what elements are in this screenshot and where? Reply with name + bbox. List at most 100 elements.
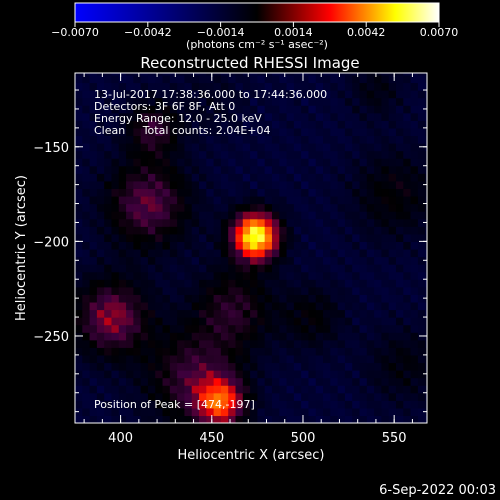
heatmap-cell bbox=[315, 362, 324, 371]
heatmap-cell bbox=[220, 324, 229, 333]
heatmap-cell bbox=[82, 127, 91, 137]
heatmap-cell bbox=[308, 248, 317, 258]
heatmap-cell bbox=[126, 135, 134, 144]
heatmap-cell bbox=[410, 150, 419, 159]
heatmap-cell bbox=[242, 211, 251, 220]
heatmap-cell bbox=[330, 407, 339, 417]
heatmap-cell bbox=[366, 105, 375, 114]
heatmap-cell bbox=[337, 233, 346, 242]
heatmap-cell bbox=[228, 135, 237, 144]
heatmap-cell bbox=[82, 112, 91, 121]
heatmap-cell bbox=[366, 347, 375, 356]
heatmap-cell bbox=[169, 400, 178, 409]
heatmap-cell bbox=[96, 233, 105, 242]
heatmap-cell bbox=[147, 135, 156, 144]
heatmap-cell bbox=[169, 392, 178, 401]
heatmap-cell bbox=[301, 286, 310, 295]
heatmap-cell bbox=[257, 279, 266, 288]
heatmap-cell bbox=[257, 339, 266, 348]
heatmap-cell bbox=[177, 354, 186, 364]
heatmap-cell bbox=[293, 264, 302, 273]
heatmap-cell bbox=[162, 286, 171, 295]
heatmap-cell bbox=[235, 241, 244, 250]
heatmap-cell bbox=[330, 362, 339, 371]
heatmap-cell bbox=[374, 218, 383, 227]
heatmap-cell bbox=[126, 90, 134, 99]
heatmap-cell bbox=[235, 165, 244, 174]
heatmap-cell bbox=[235, 392, 244, 401]
heatmap-cell bbox=[337, 347, 346, 356]
heatmap-cell bbox=[191, 90, 200, 99]
heatmap-cell bbox=[140, 158, 149, 167]
heatmap-cell bbox=[133, 241, 142, 250]
heatmap-cell bbox=[271, 150, 280, 159]
heatmap-cell bbox=[213, 248, 222, 258]
heatmap-cell bbox=[82, 188, 91, 197]
heatmap-cell bbox=[425, 158, 427, 167]
heatmap-cell bbox=[264, 400, 273, 409]
heatmap-cell bbox=[177, 294, 186, 303]
heatmap-cell bbox=[140, 143, 149, 152]
heatmap-cell bbox=[242, 385, 251, 394]
heatmap-cell bbox=[96, 392, 105, 401]
heatmap-cell bbox=[315, 317, 324, 326]
heatmap-cell bbox=[381, 385, 390, 394]
heatmap-cell bbox=[366, 211, 375, 220]
heatmap-cell bbox=[301, 195, 310, 205]
heatmap-cell bbox=[220, 347, 229, 356]
heatmap-cell bbox=[417, 294, 426, 303]
heatmap-cell bbox=[104, 211, 113, 220]
heatmap-cell bbox=[293, 271, 302, 280]
heatmap-cell bbox=[104, 241, 113, 250]
heatmap-cell bbox=[323, 112, 331, 121]
heatmap-cell bbox=[118, 317, 127, 326]
heatmap-cell bbox=[395, 135, 404, 144]
heatmap-cell bbox=[177, 415, 186, 423]
heatmap-cell bbox=[206, 264, 215, 273]
heatmap-cell bbox=[140, 97, 149, 106]
heatmap-cell bbox=[133, 248, 142, 258]
heatmap-cell bbox=[206, 158, 215, 167]
heatmap-cell bbox=[89, 377, 98, 386]
heatmap-cell bbox=[199, 203, 207, 212]
heatmap-cell bbox=[301, 173, 310, 182]
heatmap-cell bbox=[279, 339, 288, 348]
heatmap-cell bbox=[271, 158, 280, 167]
heatmap-cell bbox=[111, 233, 120, 242]
heatmap-cell bbox=[352, 279, 361, 288]
heatmap-cell bbox=[264, 158, 273, 167]
heatmap-cell bbox=[242, 135, 251, 144]
heatmap-cell bbox=[323, 135, 331, 144]
heatmap-cell bbox=[293, 392, 302, 401]
heatmap-cell bbox=[213, 120, 222, 129]
heatmap-cell bbox=[374, 226, 383, 235]
heatmap-cell bbox=[82, 233, 91, 242]
heatmap-cell bbox=[388, 271, 397, 280]
heatmap-cell bbox=[425, 120, 427, 129]
heatmap-cell bbox=[417, 385, 426, 394]
heatmap-cell bbox=[323, 120, 331, 129]
heatmap-cell bbox=[381, 370, 390, 379]
heatmap-cell bbox=[96, 286, 105, 295]
heatmap-cell bbox=[140, 218, 149, 227]
heatmap-cell bbox=[374, 135, 383, 144]
heatmap-cell bbox=[257, 392, 266, 401]
heatmap-cell bbox=[75, 127, 83, 137]
heatmap-image bbox=[75, 73, 427, 423]
heatmap-cell bbox=[381, 309, 390, 318]
heatmap-cell bbox=[184, 324, 193, 333]
heatmap-cell bbox=[410, 271, 419, 280]
heatmap-cell bbox=[111, 377, 120, 386]
heatmap-cell bbox=[104, 415, 113, 423]
heatmap-cell bbox=[184, 362, 193, 371]
heatmap-cell bbox=[228, 150, 237, 159]
heatmap-cell bbox=[374, 165, 383, 174]
heatmap-cell bbox=[425, 415, 427, 423]
heatmap-cell bbox=[162, 317, 171, 326]
heatmap-cell bbox=[199, 120, 207, 129]
heatmap-cell bbox=[366, 317, 375, 326]
heatmap-cell bbox=[403, 339, 412, 348]
heatmap-cell bbox=[228, 256, 237, 265]
heatmap-cell bbox=[118, 339, 127, 348]
heatmap-cell bbox=[308, 385, 317, 394]
